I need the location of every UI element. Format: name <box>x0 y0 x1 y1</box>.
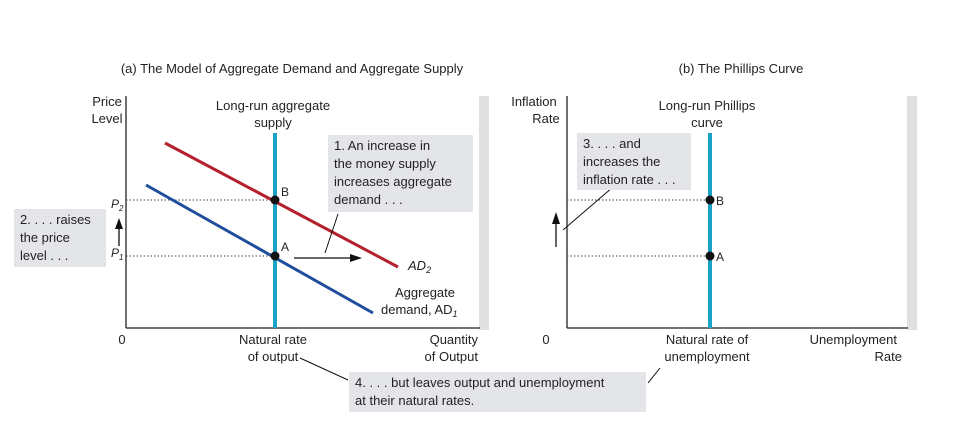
point-b-marker <box>270 195 280 205</box>
note4-line-2: at their natural rates. <box>355 393 475 408</box>
panel-a-y-label-2: Level <box>91 111 122 126</box>
note2-line-3: level . . . <box>20 248 69 263</box>
note4-leader-left <box>299 357 349 381</box>
panel-a-frame-right <box>479 96 489 330</box>
panel-a-y-label-1: Price <box>92 94 122 109</box>
point-a2-label: A <box>716 250 724 264</box>
panel-b-frame-right <box>907 96 917 330</box>
note4-leader-right <box>647 367 661 384</box>
ad2-label: AD2 <box>407 258 431 275</box>
panel-b-x-tick-1: Natural rate of <box>666 332 749 347</box>
note2-line-1: 2. . . . raises <box>20 212 91 227</box>
note3-line-3: inflation rate . . . <box>583 172 676 187</box>
point-a-label: A <box>281 240 289 254</box>
note2-line-2: the price <box>20 230 70 245</box>
panel-a-x-tick-2: of output <box>248 349 299 364</box>
ad2-curve <box>164 141 399 269</box>
lras-label-2: supply <box>254 115 292 130</box>
note1-line-4: demand . . . <box>334 192 403 207</box>
note3-leader <box>562 186 614 231</box>
lrpc-label-1: Long-run Phillips <box>659 98 756 113</box>
lras-label-1: Long-run aggregate <box>216 98 330 113</box>
point-a-marker <box>270 251 280 261</box>
point-a2-marker <box>705 251 715 261</box>
panel-b-y-label-1: Inflation <box>511 94 557 109</box>
panel-b-title: (b) The Phillips Curve <box>679 61 804 76</box>
panel-b-y-label-2: Rate <box>532 111 559 126</box>
ad1-label-1: Aggregate <box>395 285 455 300</box>
panel-b-origin: 0 <box>542 332 549 347</box>
panel-a-title: (a) The Model of Aggregate Demand and Ag… <box>121 61 464 76</box>
note3-line-2: increases the <box>583 154 661 169</box>
note1-leader <box>324 213 339 254</box>
lrpc-label-2: curve <box>691 115 723 130</box>
price-arrowhead <box>115 218 123 229</box>
ad1-curve <box>145 183 374 315</box>
panel-b-x-label-1: Unemployment <box>810 332 898 347</box>
tick-p2: P2 <box>111 197 124 213</box>
note3-line-1: 3. . . . and <box>583 136 641 151</box>
tick-p1: P1 <box>111 246 123 262</box>
panel-a-x-label-1: Quantity <box>430 332 479 347</box>
point-b2-label: B <box>716 194 724 208</box>
note-2: 2. . . . raises the price level . . . <box>14 209 106 267</box>
note1-line-1: 1. An increase in <box>334 138 431 153</box>
note-3: 3. . . . and increases the inflation rat… <box>577 133 691 190</box>
inflation-arrowhead <box>552 212 560 224</box>
panel-b-x-label-2: Rate <box>875 349 902 364</box>
panel-a-x-label-2: of Output <box>425 349 479 364</box>
panel-a-origin: 0 <box>118 332 125 347</box>
panel-a-x-tick-1: Natural rate <box>239 332 307 347</box>
note1-line-3: increases aggregate <box>334 174 452 189</box>
point-b-label: B <box>281 185 289 199</box>
note-1: 1. An increase in the money supply incre… <box>328 135 473 212</box>
point-b2-marker <box>705 195 715 205</box>
note1-line-2: the money supply <box>334 156 436 171</box>
note4-line-1: 4. . . . but leaves output and unemploym… <box>355 375 605 390</box>
shift-arrowhead <box>350 254 362 262</box>
note-4: 4. . . . but leaves output and unemploym… <box>349 372 646 412</box>
panel-b-x-tick-2: unemployment <box>664 349 750 364</box>
ad1-label-2: demand, AD1 <box>381 302 458 319</box>
